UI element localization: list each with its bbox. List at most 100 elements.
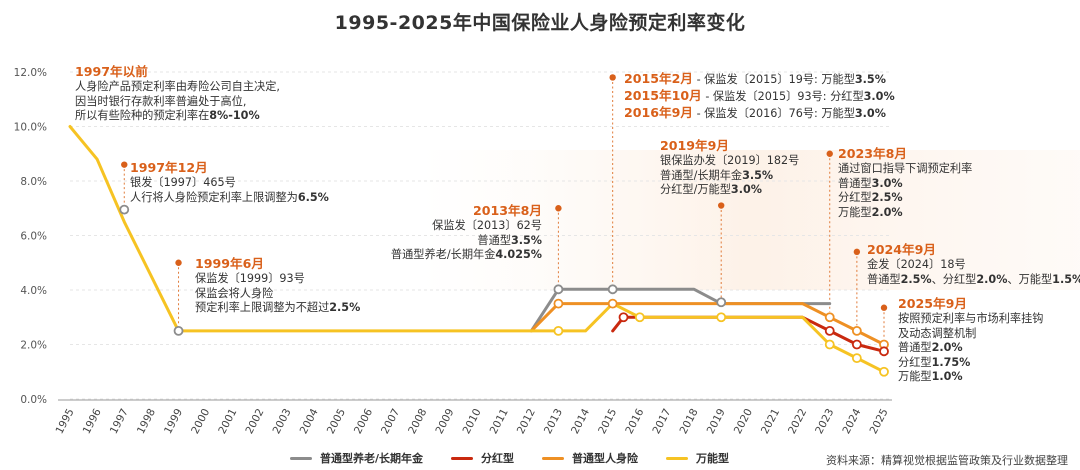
- annotation-value: 2.5%: [900, 272, 932, 286]
- x-tick-label: 2015: [596, 407, 619, 436]
- annotation-row: 2015年2月 - 保监发〔2015〕19号: 万能型3.5%: [624, 71, 895, 88]
- annotation-value: 6.5%: [297, 190, 329, 204]
- annotation-heading: 2015年2月: [624, 71, 694, 86]
- annotation-row: 2016年9月 - 保监发〔2016〕76号: 万能型3.0%: [624, 105, 895, 122]
- annotation-line: 银发〔1997〕465号: [130, 176, 329, 191]
- legend-item-ordinary: 普通型人身险: [542, 450, 638, 466]
- event-pin-dot: [880, 304, 888, 311]
- data-marker: [173, 325, 184, 336]
- annotation-2023-08: 2023年8月 通过窗口指导下调预定利率 普通型3.0% 分红型2.5% 万能型2.0%: [838, 146, 972, 220]
- series-line-1: [611, 315, 886, 353]
- annotation-line: 按照预定利率与市场利率挂钩: [898, 312, 1043, 327]
- annotation-value: 3.0%: [854, 107, 886, 120]
- x-tick-label: 1996: [81, 407, 104, 437]
- annotation-2024-09: 2024年9月 金发〔2024〕18号 普通型2.5%、分红型2.0%、万能型1.5…: [867, 242, 1080, 287]
- annotation-text: 保监发〔1999〕93号: [195, 272, 305, 285]
- legend-swatch: [542, 456, 565, 460]
- legend-swatch: [290, 456, 312, 460]
- annotation-heading: 2023年8月: [838, 146, 908, 161]
- annotation-value: 2.5%: [871, 191, 903, 205]
- annotation-value: 3.5%: [742, 168, 774, 182]
- x-tick-label: 2001: [216, 407, 239, 436]
- series-line-3: [68, 125, 886, 374]
- annotation-line: 分红型2.5%: [838, 191, 972, 206]
- annotation-text: 、万能型: [1007, 272, 1053, 286]
- annotation-value: 1.75%: [931, 355, 971, 369]
- annotation-text: 普通型养老/长期年金: [390, 248, 496, 262]
- legend-swatch: [666, 456, 689, 460]
- annotation-value: 3.0%: [730, 183, 762, 197]
- background-decoration: [420, 150, 1080, 290]
- data-marker: [879, 366, 889, 377]
- annotation-heading: 2025年9月: [898, 296, 968, 311]
- y-tick-label: 10.0%: [14, 122, 47, 134]
- x-tick-label: 1998: [135, 407, 158, 436]
- chart-title: 1995-2025年中国保险业人身险预定利率变化: [334, 12, 746, 34]
- data-marker: [716, 297, 727, 308]
- annotation-heading: 2013年8月: [472, 203, 542, 218]
- data-marker: [824, 339, 835, 350]
- data-marker: [851, 339, 862, 350]
- x-tick-label: 2016: [623, 407, 646, 437]
- annotation-heading: 1997年12月: [130, 160, 208, 175]
- x-tick-label: 2014: [569, 407, 592, 437]
- y-axis-ticks: 0.0% 2.0% 4.0% 6.0% 8.0% 10.0% 12.0%: [14, 67, 47, 406]
- annotation-line: 金发〔2024〕18号: [867, 258, 1080, 273]
- data-marker: [716, 312, 727, 323]
- event-pins: [121, 74, 888, 340]
- annotation-2025-09: 2025年9月 按照预定利率与市场利率挂钩 及动态调整机制 普通型2.0% 分红型1.7…: [898, 296, 1043, 385]
- legend-item-participating: 分红型: [451, 450, 514, 466]
- annotation-text: 普通型: [838, 176, 872, 190]
- y-tick-label: 0.0%: [20, 394, 47, 406]
- y-tick-label: 4.0%: [20, 285, 47, 297]
- annotation-value: 1.5%: [1052, 272, 1080, 286]
- legend-swatch: [451, 456, 474, 460]
- event-pin-dot: [175, 259, 182, 266]
- annotation-value: 3.5%: [510, 233, 542, 247]
- x-tick-label: 2003: [271, 407, 294, 436]
- annotation-text: 普通型: [898, 341, 932, 355]
- x-tick-label: 2012: [515, 407, 538, 436]
- annotation-line: 人身险产品预定利率由寿险公司自主决定,: [75, 80, 280, 95]
- annotation-line: 普通型3.5%: [391, 234, 542, 249]
- annotation-heading: 1997年以前: [75, 64, 148, 79]
- annotation-text: 及动态调整机制: [898, 326, 977, 340]
- annotation-text: - 保监发〔2016〕76号: 万能型: [693, 107, 855, 120]
- annotation-line: 普通型/长期年金3.5%: [660, 169, 799, 184]
- annotation-value: 2.0%: [976, 272, 1008, 286]
- annotation-text: 按照预定利率与市场利率挂钩: [898, 312, 1044, 325]
- data-marker: [634, 312, 645, 323]
- annotation-value: 1.0%: [931, 370, 963, 384]
- annotation-line: 万能型1.0%: [898, 370, 1043, 385]
- annotation-line: 人行将人身险预定利率上限调整为6.5%: [130, 191, 329, 206]
- data-marker: [119, 204, 130, 215]
- event-pin-dot: [853, 248, 861, 256]
- annotation-heading: 2024年9月: [867, 242, 937, 257]
- annotation-1999-06: 1999年6月 保监发〔1999〕93号 保监会将人身险 预定利率上限调整为不超过2.…: [195, 256, 360, 316]
- series-line-0: [529, 287, 832, 333]
- legend-label: 万能型: [696, 452, 730, 465]
- annotation-text: 保监会将人身险: [195, 286, 274, 300]
- data-marker: [824, 325, 835, 336]
- annotation-text: 普通型: [477, 233, 511, 247]
- annotation-text: 分红型: [838, 191, 872, 205]
- annotation-text: 银发〔1997〕465号: [130, 176, 236, 189]
- event-pin-dot: [826, 150, 833, 157]
- annotation-text: 分红型: [898, 355, 932, 369]
- data-marker: [607, 298, 618, 309]
- data-markers: [119, 204, 889, 377]
- annotation-value: 2.0%: [931, 341, 963, 355]
- x-tick-label: 2024: [840, 407, 863, 437]
- annotation-line: 保监发〔2013〕62号: [391, 219, 542, 234]
- annotation-text: 因当时银行存款利率普遍处于高位,: [75, 94, 247, 108]
- annotation-heading: 2019年9月: [660, 138, 730, 153]
- annotation-heading: 1999年6月: [195, 256, 265, 271]
- x-tick-label: 2018: [678, 407, 701, 436]
- x-tick-label: 2004: [298, 407, 321, 437]
- annotation-2015-2016: 2015年2月 - 保监发〔2015〕19号: 万能型3.5% 2015年10月 …: [624, 71, 895, 122]
- annotation-text: 所以有些险种的预定利率在: [75, 109, 210, 123]
- annotation-text: 普通型/长期年金: [660, 168, 743, 182]
- annotation-value: 3.5%: [854, 73, 886, 86]
- annotation-2013-08: 2013年8月 保监发〔2013〕62号 普通型3.5% 普通型养老/长期年金4.02…: [391, 203, 542, 263]
- x-axis-ticks: 1995 1996 1997 1998 1999 2000 2001 2002 2003 2004…: [54, 407, 891, 437]
